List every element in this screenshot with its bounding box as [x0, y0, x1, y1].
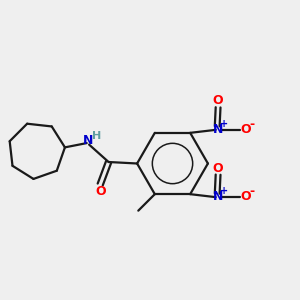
Text: -: -	[249, 185, 254, 198]
Text: N: N	[82, 134, 93, 147]
Text: N: N	[213, 123, 223, 136]
Text: O: O	[213, 162, 224, 175]
Text: +: +	[220, 119, 228, 129]
Text: O: O	[240, 190, 251, 203]
Text: +: +	[220, 186, 228, 196]
Text: O: O	[95, 184, 106, 198]
Text: O: O	[213, 94, 224, 107]
Text: N: N	[213, 190, 223, 203]
Text: H: H	[92, 130, 101, 141]
Text: O: O	[240, 123, 251, 136]
Text: -: -	[249, 118, 254, 131]
